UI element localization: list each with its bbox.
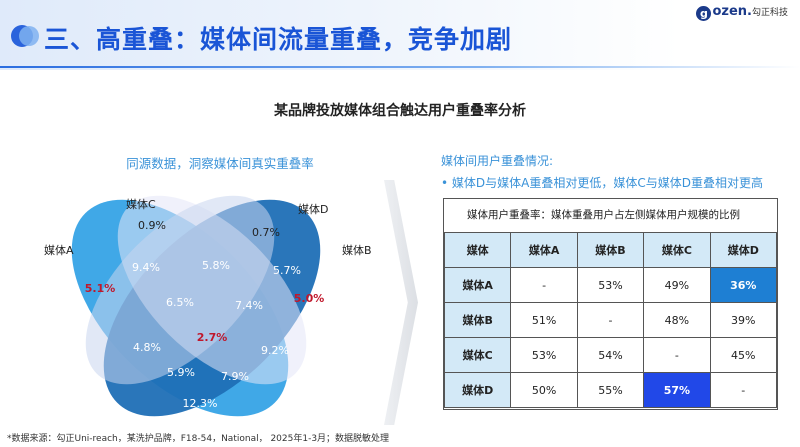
venn-value-ad: 4.8% xyxy=(133,341,161,354)
table-cell: 39% xyxy=(709,302,778,338)
venn-value-ab: 12.3% xyxy=(183,397,218,410)
venn-value-bd: 5.7% xyxy=(273,264,301,277)
overlap-matrix-panel: 媒体用户重叠率：媒体重叠用户占左侧媒体用户规模的比例 媒体 媒体A 媒体B 媒体… xyxy=(443,198,778,410)
venn-label-b: 媒体B xyxy=(342,243,372,257)
venn-value-b-only: 5.0% xyxy=(294,292,325,305)
venn-value-ac: 9.4% xyxy=(132,261,160,274)
column-header: 媒体A xyxy=(510,232,578,268)
table-cell: - xyxy=(709,372,778,408)
table-cell: 45% xyxy=(709,337,778,373)
table-cell: 54% xyxy=(576,337,645,373)
venn-value-abcd: 2.7% xyxy=(197,331,228,344)
matrix-definition: 媒体用户重叠率：媒体重叠用户占左侧媒体用户规模的比例 xyxy=(467,209,740,221)
venn-value-cd: 5.8% xyxy=(202,259,230,272)
table-cell: 36% xyxy=(709,267,778,303)
row-header: 媒体B xyxy=(443,302,512,338)
table-row: 媒体B 51% -48% 39% xyxy=(443,302,778,338)
chevron-arrow-icon xyxy=(384,180,418,425)
venn-value-bcd: 7.4% xyxy=(235,299,263,312)
source-note: *数据来源：勾正Uni-reach，某洗护品牌，F18-54，National，… xyxy=(7,434,390,444)
table-cell: - xyxy=(510,267,578,303)
row-header: 媒体D xyxy=(443,372,512,408)
venn-label-a: 媒体A xyxy=(44,243,74,257)
column-header: 媒体D xyxy=(709,232,778,268)
table-row: 媒体C 53% 54% -45% xyxy=(443,337,778,373)
section-bullet-icon xyxy=(11,25,39,47)
chart-title: 某品牌投放媒体组合触达用户重叠率分析 xyxy=(274,103,526,119)
column-header: 媒体C xyxy=(643,232,711,268)
table-cell: 55% xyxy=(576,372,645,408)
logo-text: ozen. xyxy=(712,4,752,19)
venn-value-bc: 9.2% xyxy=(261,344,289,357)
column-header: 媒体 xyxy=(443,232,512,268)
venn-label-d: 媒体D xyxy=(298,202,328,216)
header-underline xyxy=(0,66,800,68)
table-cell: 49% xyxy=(643,267,711,303)
venn-value-abc: 7.9% xyxy=(221,370,249,383)
venn-value-c-only: 0.9% xyxy=(138,219,166,232)
venn-label-c: 媒体C xyxy=(126,197,156,211)
column-header: 媒体B xyxy=(576,232,645,268)
table-cell: 57% xyxy=(643,372,711,408)
table-cell: 51% xyxy=(510,302,578,338)
logo-cn: 勾正科技 xyxy=(751,8,788,18)
table-cell: 53% xyxy=(510,337,578,373)
overlap-bullet: • 媒体D与媒体A重叠相对更低，媒体C与媒体D重叠相对更高 xyxy=(441,176,763,190)
header-band xyxy=(0,0,800,70)
table-header-row: 媒体 媒体A 媒体B 媒体C 媒体D xyxy=(443,232,778,268)
venn-diagram: 媒体A 媒体B 媒体C 媒体D 0.9% 0.7% 5.1% 5.0% 9.4%… xyxy=(44,195,372,417)
logo-mark-icon: g xyxy=(696,6,712,21)
venn-value-abd: 5.9% xyxy=(167,366,195,379)
row-header: 媒体C xyxy=(443,337,512,373)
table-cell: 53% xyxy=(576,267,645,303)
table-cell: 50% xyxy=(510,372,578,408)
table-row: 媒体A -53% 49% 36% xyxy=(443,267,778,303)
venn-set-d xyxy=(85,195,275,385)
venn-subtitle: 同源数据，洞察媒体间真实重叠率 xyxy=(126,156,314,171)
page-title: 三、高重叠：媒体间流量重叠，竞争加剧 xyxy=(44,25,513,54)
overlap-heading: 媒体间用户重叠情况: xyxy=(441,154,554,168)
brand-logo: g ozen.勾正科技 xyxy=(696,4,788,21)
table-row: 媒体D 50% 55% 57% - xyxy=(443,372,778,408)
overlap-matrix: 媒体 媒体A 媒体B 媒体C 媒体D 媒体A -53% 49% 36% 媒体B 51% -4… xyxy=(443,232,778,408)
row-header: 媒体A xyxy=(443,267,512,303)
table-cell: - xyxy=(576,302,645,338)
venn-value-a-only: 5.1% xyxy=(85,282,116,295)
venn-value-d-only: 0.7% xyxy=(252,226,280,239)
venn-value-acd: 6.5% xyxy=(166,296,194,309)
table-cell: 48% xyxy=(643,302,711,338)
table-cell: - xyxy=(643,337,711,373)
